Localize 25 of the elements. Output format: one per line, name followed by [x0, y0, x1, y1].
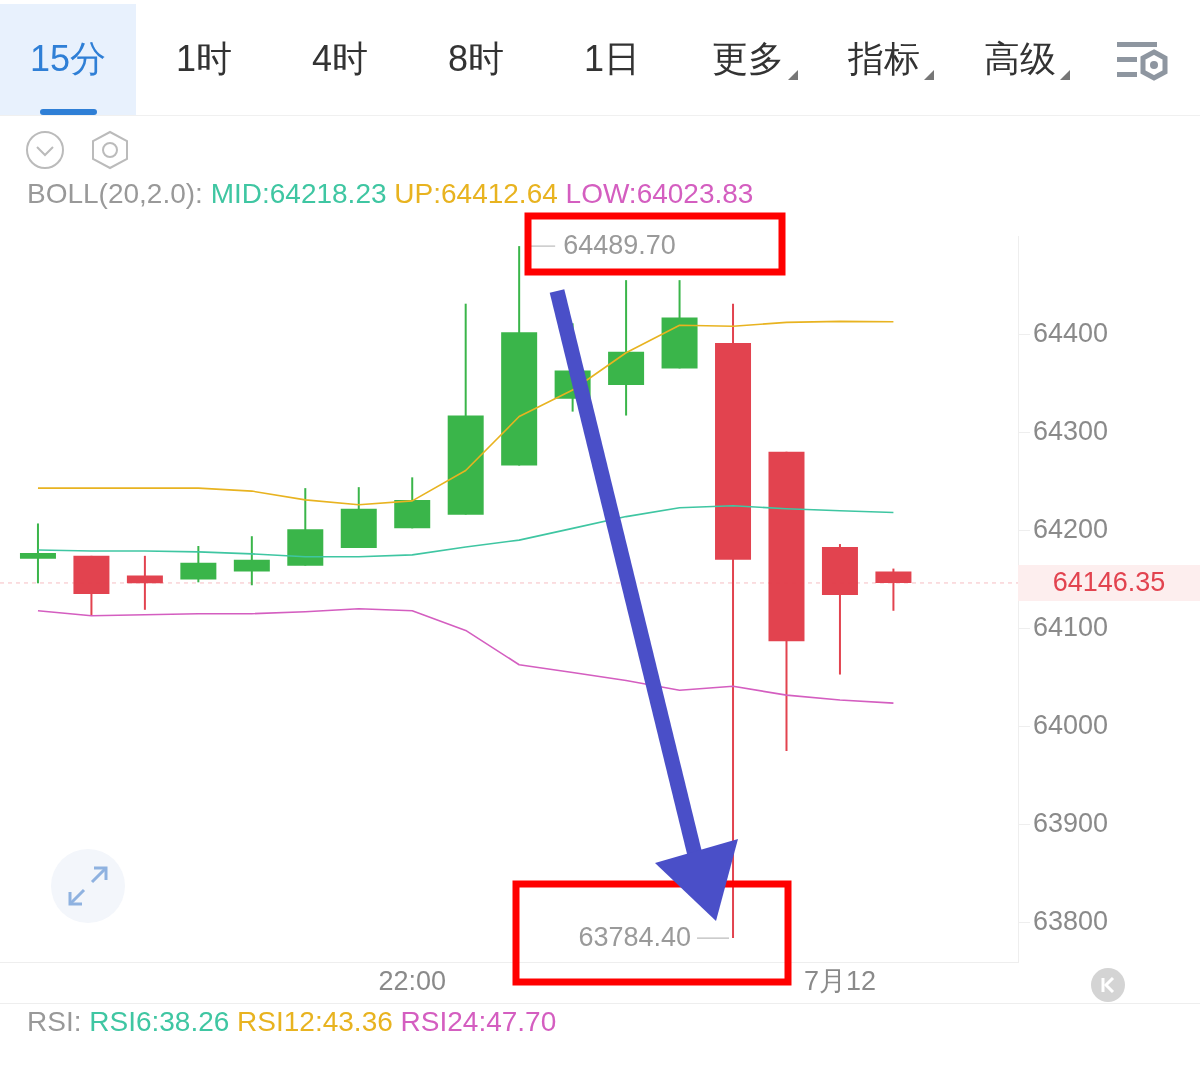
text: UP:64412.64 [394, 178, 559, 209]
text: 8时 [447, 37, 505, 81]
text: 1时 [175, 37, 233, 81]
text: MID:64218.23 [210, 178, 388, 209]
y-tick-label: 64000 [1032, 709, 1109, 740]
text: LOW:64023.83 [565, 178, 754, 209]
ref-line-label: 64146.35 [1052, 567, 1166, 598]
y-tick-label: 64400 [1032, 317, 1109, 348]
y-tick-label: 63800 [1032, 906, 1109, 937]
text: 更多 [712, 37, 784, 81]
annotation: 64489.70 [563, 229, 676, 260]
text: RSI: RSI6:38.26 RSI12:43.36 RSI24:47.70 [27, 1006, 557, 1037]
legend-title: BOLL(20,2.0): [27, 178, 204, 209]
text: 4时 [311, 37, 369, 81]
annotation: 63784.40 [578, 921, 692, 952]
text: 1日 [583, 37, 641, 81]
y-tick-label: 64200 [1032, 513, 1109, 544]
text: 高级 [984, 37, 1056, 81]
x-tick-label: 22:00 [378, 965, 447, 996]
y-tick-label: 64300 [1032, 415, 1109, 446]
text: 指标 [848, 37, 920, 81]
x-tick-label: 7月12 [803, 965, 876, 996]
y-tick-label: 63900 [1032, 808, 1109, 839]
y-tick-label: 64100 [1032, 611, 1109, 642]
text: 15分 [29, 37, 107, 81]
